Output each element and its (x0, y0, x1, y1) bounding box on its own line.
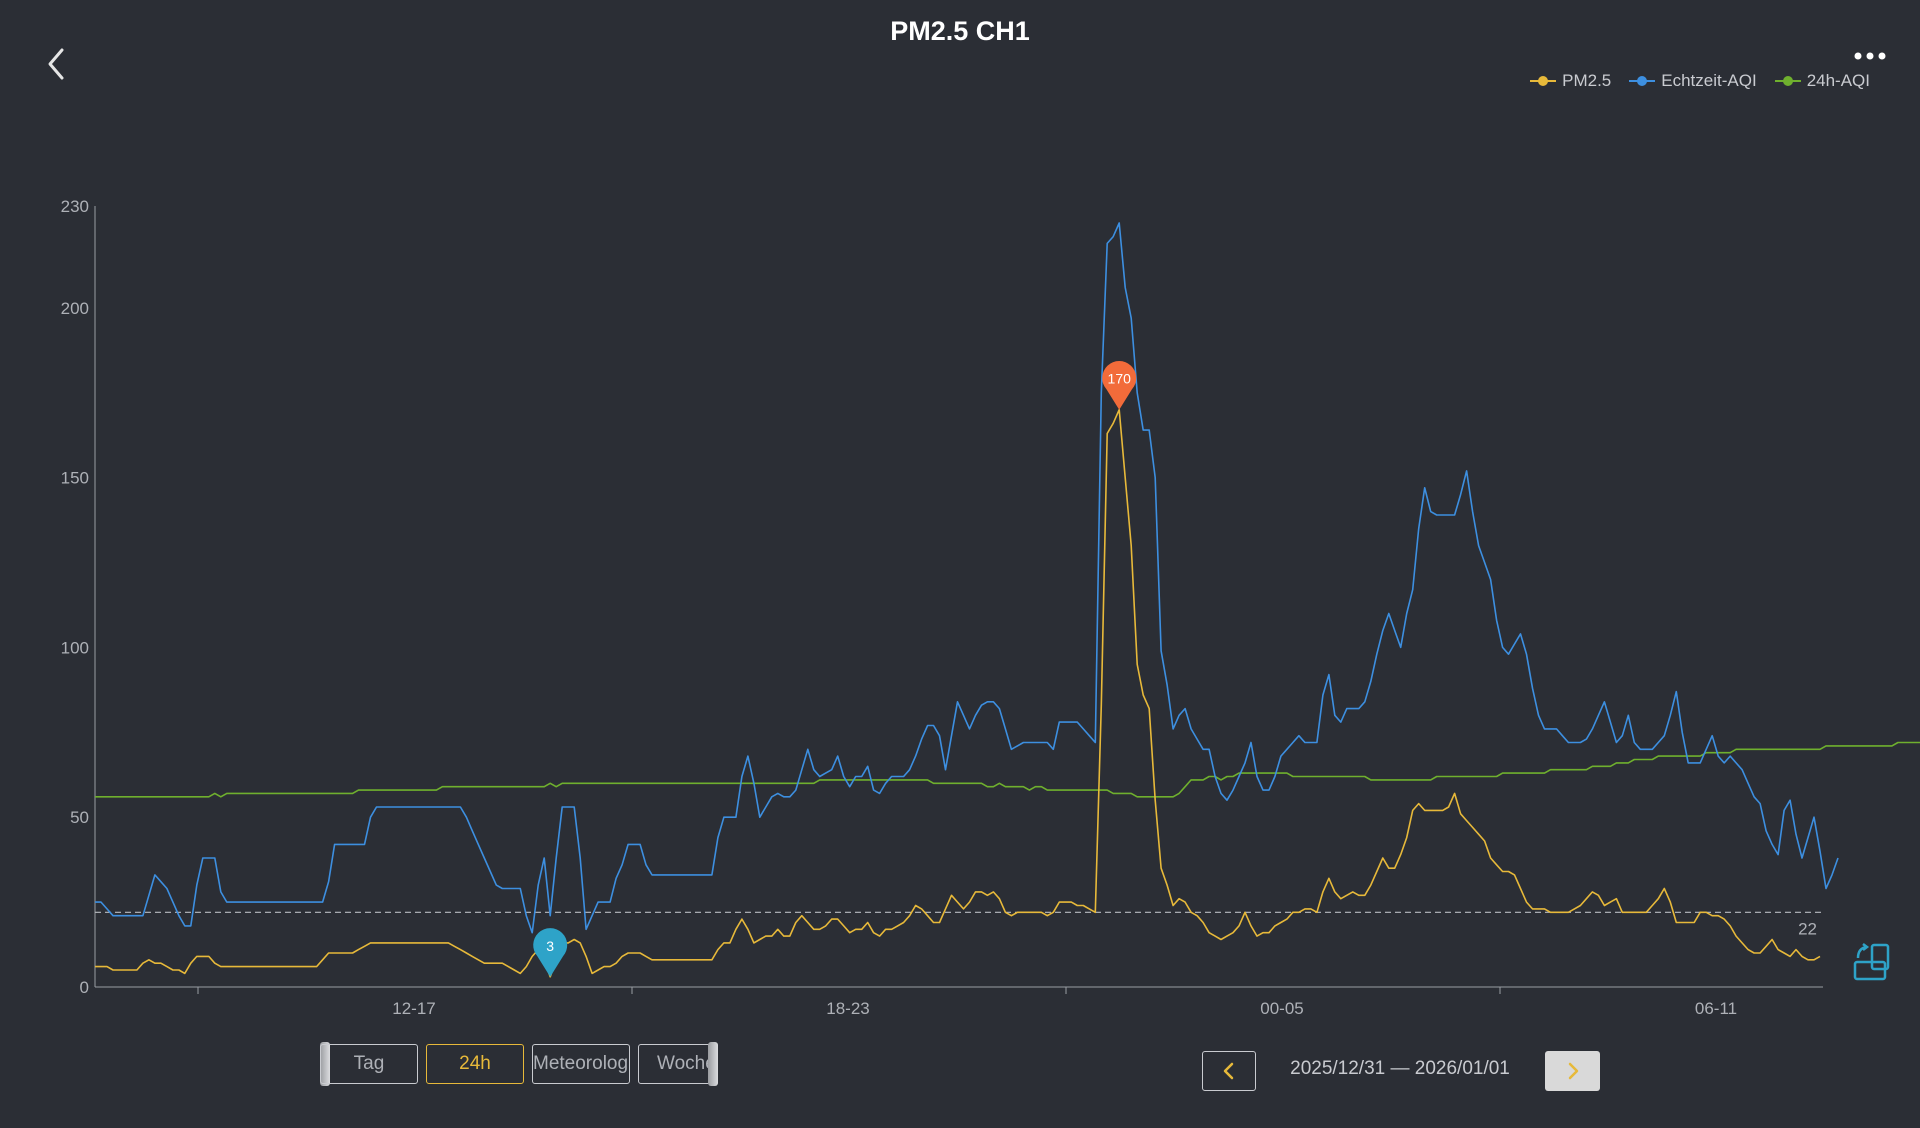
page-title: PM2.5 CH1 (890, 16, 1030, 46)
legend-item-pm25[interactable]: PM2.5 (1530, 71, 1611, 91)
legend-swatch-pm25 (1530, 75, 1557, 87)
period-selector: Tag 24h Meteorologie Woche (320, 1044, 718, 1084)
legend-swatch-realtime-aqi (1629, 75, 1656, 87)
marker-label: 3 (546, 938, 554, 954)
y-tick-label: 100 (61, 638, 89, 657)
y-tick-label: 0 (80, 978, 89, 997)
scroll-fade-right (708, 1042, 718, 1086)
period-tag-button[interactable]: Tag (320, 1044, 418, 1084)
rotate-screen-button[interactable] (1852, 942, 1892, 982)
y-tick-label: 200 (61, 299, 89, 318)
x-tick-label: 18-23 (826, 999, 869, 1018)
reference-line-label: 22 (1798, 919, 1817, 938)
marker-label: 170 (1108, 371, 1132, 387)
next-period-button[interactable] (1545, 1051, 1600, 1091)
chevron-left-icon (1223, 1062, 1234, 1080)
more-horizontal-icon (1854, 52, 1886, 60)
series-line-echtzeit-aqi (95, 222, 1839, 934)
back-button[interactable] (38, 44, 78, 84)
marker-min: 3 (533, 928, 568, 977)
legend-item-24h-aqi[interactable]: 24h-AQI (1774, 71, 1870, 91)
previous-period-button[interactable] (1202, 1051, 1256, 1091)
x-tick-label: 00-05 (1260, 999, 1303, 1018)
scroll-fade-left (320, 1042, 330, 1086)
series-line-24h-aqi (95, 741, 1920, 798)
marker-pin (533, 928, 568, 977)
marker-max: 170 (1102, 361, 1137, 410)
chart-legend: PM2.5 Echtzeit-AQI 24h-AQI (1530, 71, 1870, 91)
legend-item-realtime-aqi[interactable]: Echtzeit-AQI (1629, 71, 1757, 91)
date-range-label: 2025/12/31 — 2026/01/01 (1290, 1058, 1510, 1079)
y-tick-label: 150 (61, 469, 89, 488)
more-button[interactable] (1850, 44, 1890, 68)
marker-pin (1102, 361, 1137, 410)
series-line-pm2-5 (95, 408, 1821, 978)
legend-label: Echtzeit-AQI (1661, 71, 1757, 90)
chevron-right-icon (1568, 1062, 1578, 1080)
rotate-screen-icon (1853, 943, 1890, 981)
period-woche-button[interactable]: Woche (638, 1044, 718, 1084)
period-24h-button[interactable]: 24h (426, 1044, 524, 1084)
period-meteorologie-button[interactable]: Meteorologie (532, 1044, 630, 1084)
y-tick-label: 50 (70, 808, 89, 827)
legend-label: 24h-AQI (1806, 71, 1870, 90)
x-tick-label: 12-17 (392, 999, 435, 1018)
legend-label: PM2.5 (1562, 71, 1612, 90)
y-tick-label: 230 (61, 197, 89, 216)
legend-swatch-24h-aqi (1774, 75, 1801, 87)
chevron-left-icon (48, 48, 64, 80)
x-tick-label: 06-11 (1695, 999, 1737, 1018)
